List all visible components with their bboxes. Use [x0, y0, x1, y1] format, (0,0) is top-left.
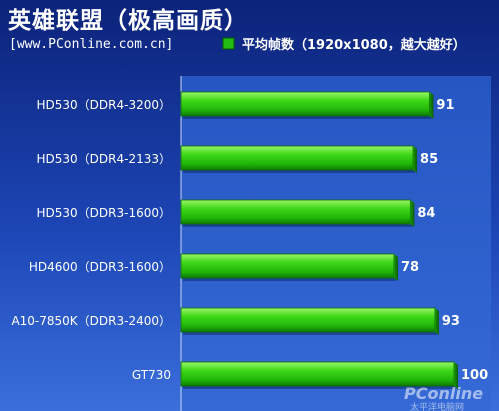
bar	[180, 91, 430, 117]
plot-area	[181, 76, 491, 411]
watermark-logo: PConline 太平洋电脑网	[404, 384, 483, 411]
bar-end-cap	[454, 362, 458, 389]
legend-swatch	[222, 37, 235, 50]
value-label: 93	[442, 314, 460, 329]
category-label: A10-7850K（DDR3-2400）	[11, 314, 171, 328]
bar-end-cap	[429, 92, 434, 119]
category-label: GT730	[132, 368, 171, 382]
value-label: 78	[401, 260, 419, 275]
bars-layer	[180, 91, 458, 389]
value-label: 91	[436, 98, 454, 113]
bar	[180, 145, 414, 171]
category-label: HD4600（DDR3-1600）	[29, 260, 171, 274]
bar	[180, 361, 455, 387]
bar-end-cap	[434, 308, 439, 335]
bar	[180, 199, 411, 225]
bar-end-cap	[410, 200, 415, 227]
legend: 平均帧数（1920x1080，越大越好）	[222, 37, 466, 53]
category-label: HD530（DDR3-1600）	[37, 206, 172, 220]
watermark-text: PConline	[404, 384, 483, 403]
category-label: HD530（DDR4-2133）	[37, 152, 172, 166]
chart-title: 英雄联盟（极高画质）	[8, 7, 248, 34]
legend-label: 平均帧数（1920x1080，越大越好）	[242, 37, 466, 53]
bar	[180, 307, 436, 333]
bar	[180, 253, 395, 279]
bar-end-cap	[393, 254, 398, 281]
bar-end-cap	[413, 146, 418, 173]
value-label: 100	[461, 368, 488, 383]
source-label: [www.PConline.com.cn]	[9, 37, 173, 52]
value-label: 85	[420, 152, 438, 167]
value-label: 84	[417, 206, 435, 221]
category-labels: HD530（DDR4-3200） HD530（DDR4-2133） HD530（DD…	[11, 98, 171, 382]
category-label: HD530（DDR4-3200）	[37, 98, 172, 112]
watermark-subtext: 太平洋电脑网	[410, 401, 464, 411]
value-labels: 91 85 84 78 93 100	[401, 98, 488, 383]
